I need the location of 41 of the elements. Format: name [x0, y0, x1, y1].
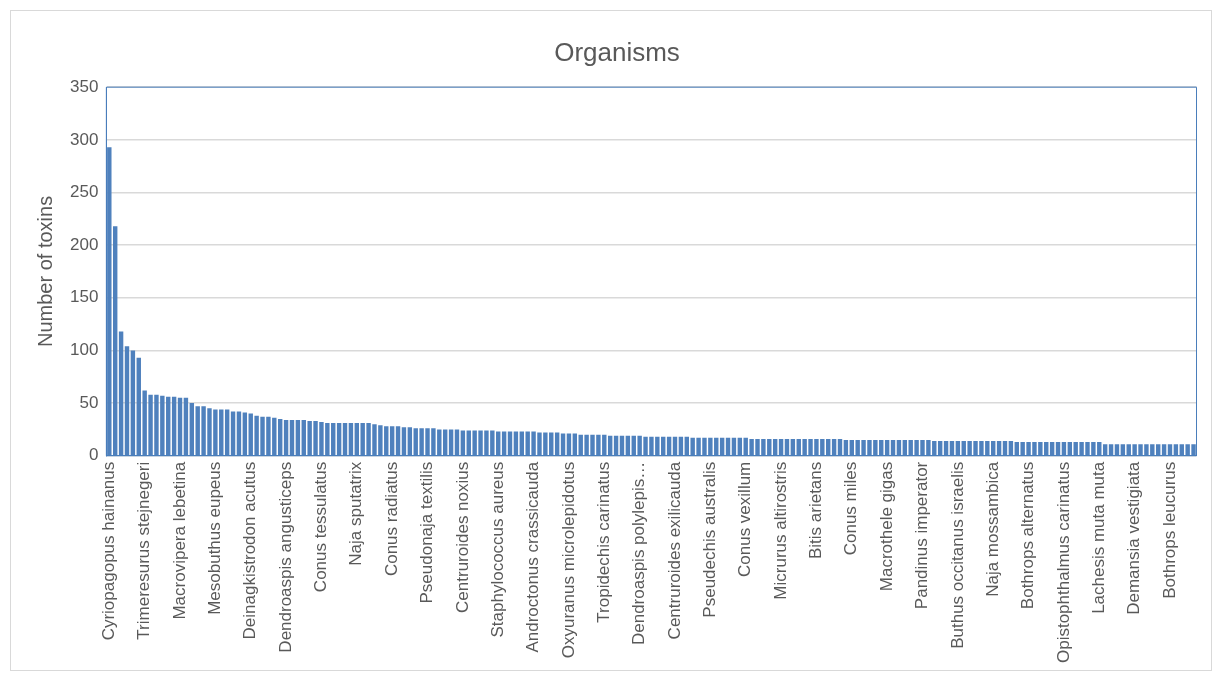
- x-tick-label: Micrurus altirostris: [770, 461, 790, 600]
- x-tick-label: Bothrops alternatus: [1018, 461, 1038, 610]
- y-tick-label: 200: [69, 234, 99, 254]
- x-tick-label: Pseudechis australis: [700, 461, 720, 618]
- x-tick-label: Bitis arietans: [806, 461, 826, 560]
- x-tick-label: Conus miles: [841, 461, 861, 556]
- x-tick-label: Macrovipera lebetina: [169, 461, 189, 620]
- y-tick-label: 100: [69, 340, 99, 360]
- x-tick-label: Dendroaspis angusticeps: [275, 461, 295, 653]
- x-tick-label: Dendroaspis polylepis…: [629, 461, 649, 646]
- y-tick-label: 50: [79, 392, 99, 412]
- y-tick-label: 150: [69, 287, 99, 307]
- x-tick-label: Androctonus crassicauda: [523, 461, 543, 653]
- x-tick-label: Staphylococcus aureus: [487, 461, 507, 638]
- x-tick-label: Cyriopagopus hainanus: [99, 461, 118, 641]
- x-tick-label: Centruroides exilicauda: [664, 461, 684, 640]
- x-tick-label: Deinagkistrodon acutus: [240, 461, 260, 640]
- x-tick-label: Demansia vestigiata: [1124, 461, 1144, 615]
- x-tick-label: Pandinus imperator: [912, 461, 932, 610]
- chart-title: Organisms: [554, 36, 680, 67]
- x-tick-label: Naja sputatrix: [346, 461, 366, 566]
- x-tick-label: Lachesis muta muta: [1088, 461, 1108, 614]
- x-tick-label: Naja mossambica: [982, 461, 1002, 597]
- x-tick-label: Pseudonaja textilis: [417, 461, 437, 604]
- x-tick-label: Conus radiatus: [381, 461, 401, 577]
- x-tick-label: Bothrops leucurus: [1159, 461, 1179, 599]
- x-tick-label: Conus tessulatus: [311, 461, 331, 593]
- y-tick-label: 300: [69, 129, 99, 149]
- y-tick-label: 250: [69, 182, 99, 202]
- y-tick-label: 0: [88, 445, 99, 465]
- x-tick-label: Conus vexillum: [735, 461, 755, 577]
- x-tick-label: Oxyuranus microlepidotus: [558, 461, 578, 659]
- x-tick-label: Mesobuthus eupeus: [205, 461, 225, 615]
- y-tick-label: 350: [69, 76, 99, 96]
- x-tick-label: Opistophthalmus carinatus: [1053, 461, 1073, 664]
- x-tick-label: Buthus occitanus israelis: [947, 461, 967, 649]
- x-tick-label: Macrothele gigas: [876, 461, 896, 592]
- y-axis-title: Number of toxins: [33, 195, 56, 348]
- x-tick-label: Tropidechis carinatus: [593, 461, 613, 623]
- x-tick-label: Trimeresurus stejnegeri: [134, 461, 154, 640]
- x-tick-label: Centruroides noxius: [452, 461, 472, 613]
